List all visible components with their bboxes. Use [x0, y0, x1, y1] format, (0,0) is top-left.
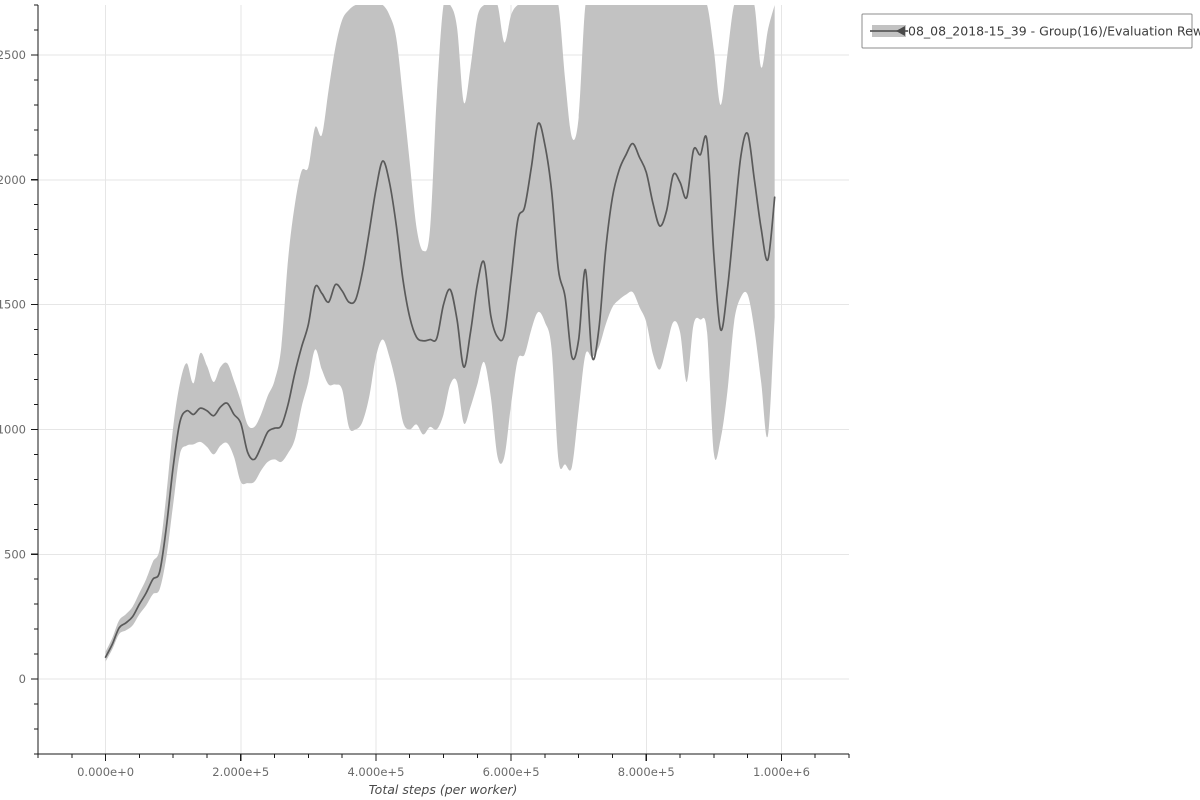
y-tick-label: 500	[4, 547, 26, 561]
legend-left-triangle-icon	[896, 26, 905, 36]
legend-entry-label[interactable]: 08_08_2018-15_39 - Group(16)/Evaluation …	[908, 24, 1200, 39]
legend[interactable]: 08_08_2018-15_39 - Group(16)/Evaluation …	[861, 13, 1200, 49]
plot-layer	[104, 5, 776, 662]
y-tick-label: 1500	[0, 298, 26, 312]
x-tick-label: 4.000e+5	[347, 765, 404, 779]
y-tick-labels: 0 500 1000 1500 2000 2500	[0, 48, 26, 686]
y-tick-label: 2500	[0, 48, 26, 62]
confidence-band	[105, 5, 775, 662]
x-axis-title: Total steps (per worker)	[369, 782, 518, 797]
x-tick-label: 2.000e+5	[212, 765, 269, 779]
y-tick-label: 1000	[0, 422, 26, 436]
x-tick-label: 1.000e+6	[753, 765, 810, 779]
y-tick-marks	[31, 4, 38, 755]
legend-box	[861, 13, 1193, 49]
y-tick-label: 0	[19, 672, 26, 686]
mean-line	[104, 122, 776, 658]
axes-layer: 0 500 1000 1500 2000 2500 0.000e+0 2.000e+5 4.0…	[0, 4, 850, 797]
x-tick-label: 6.000e+5	[483, 765, 540, 779]
x-tick-marks	[37, 754, 850, 761]
y-tick-label: 2000	[0, 173, 26, 187]
x-tick-label: 8.000e+5	[618, 765, 675, 779]
x-tick-labels: 0.000e+0 2.000e+5 4.000e+5 6.000e+5 8.000e+5…	[77, 765, 810, 779]
x-tick-label: 0.000e+0	[77, 765, 134, 779]
